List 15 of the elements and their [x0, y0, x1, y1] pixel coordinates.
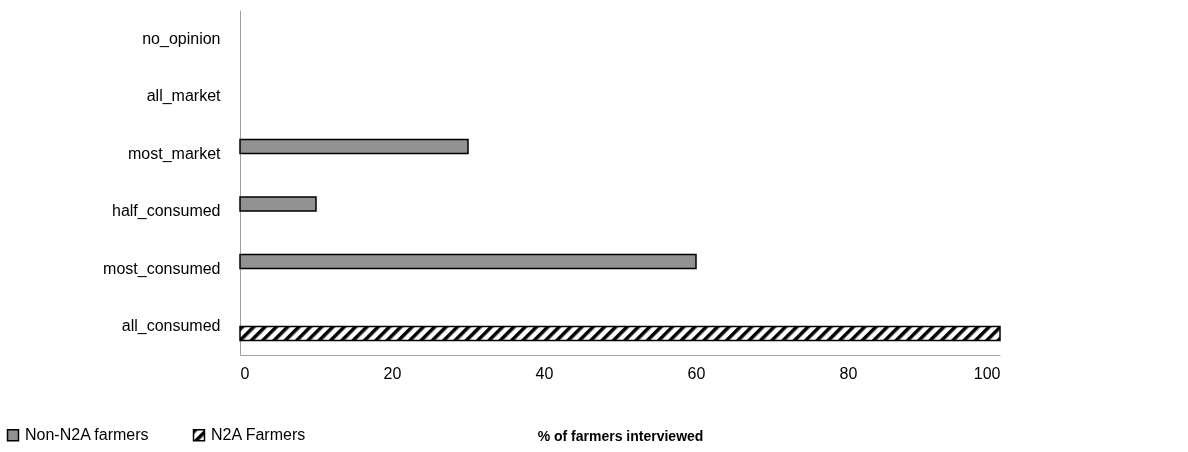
y-tick-label: most_market	[128, 144, 222, 163]
y-tick-label: all_consumed	[121, 317, 221, 336]
x-tick-label: 100	[973, 364, 1001, 382]
legend-label: Non-N2A farmers	[25, 426, 149, 444]
y-tick-label: most_consumed	[103, 259, 221, 278]
x-tick-label: 80	[839, 364, 858, 382]
x-tick-label: 20	[383, 364, 402, 382]
x-tick-label: 40	[535, 364, 554, 382]
x-tick-label: 60	[687, 364, 706, 382]
y-tick-label: half_consumed	[111, 202, 221, 221]
x-axis-title: % of farmers interviewed	[537, 427, 704, 444]
y-tick-label: no_opinion	[142, 29, 221, 48]
y-tick-label: all_market	[146, 87, 222, 106]
legend-label: N2A Farmers	[211, 426, 306, 444]
x-tick-label: 0	[240, 364, 250, 382]
